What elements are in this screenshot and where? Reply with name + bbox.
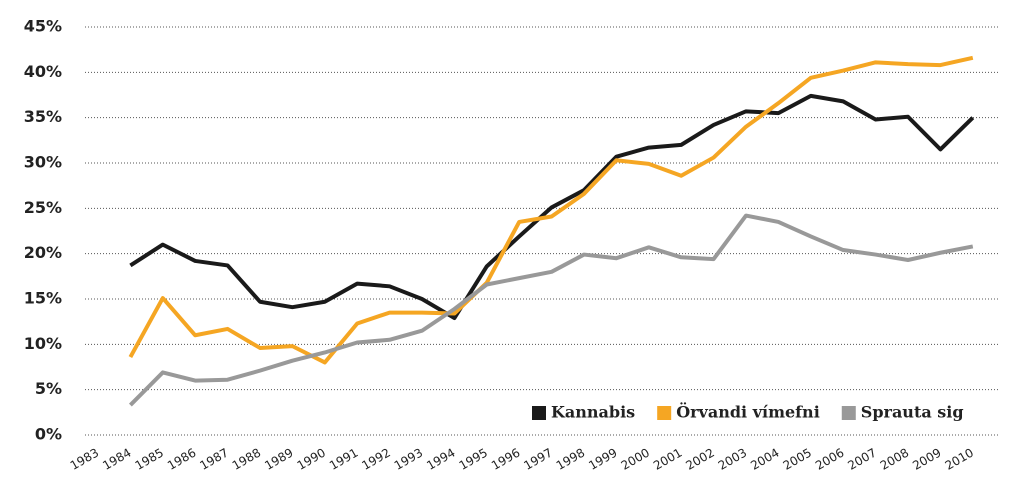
y-tick-label: 45% bbox=[24, 17, 62, 36]
legend-label: Kannabis bbox=[551, 403, 635, 422]
x-tick-label: 1989 bbox=[262, 446, 295, 473]
x-tick-label: 2010 bbox=[943, 446, 976, 473]
x-tick-label: 1984 bbox=[100, 446, 133, 473]
legend-label: Örvandi vímefni bbox=[676, 402, 820, 422]
x-tick-label: 1991 bbox=[327, 446, 360, 473]
legend-swatch bbox=[657, 406, 672, 420]
x-tick-label: 1985 bbox=[133, 446, 166, 473]
x-tick-label: 1996 bbox=[489, 446, 522, 473]
legend-swatch bbox=[532, 406, 546, 420]
x-tick-label: 2006 bbox=[813, 446, 846, 473]
line-series bbox=[128, 55, 974, 365]
x-tick-label: 2001 bbox=[651, 446, 684, 473]
line-series bbox=[128, 213, 974, 407]
x-tick-label: 1983 bbox=[68, 446, 101, 473]
legend-swatch bbox=[841, 406, 856, 420]
x-tick-label: 2003 bbox=[716, 446, 749, 473]
x-tick-label: 2007 bbox=[845, 446, 878, 473]
x-tick-label: 2005 bbox=[781, 446, 814, 473]
legend-label: Sprauta sig bbox=[861, 403, 964, 422]
y-tick-label: 15% bbox=[24, 289, 62, 308]
x-tick-label: 1992 bbox=[359, 446, 392, 473]
x-tick-label: 1988 bbox=[230, 446, 263, 473]
y-tick-label: 10% bbox=[24, 334, 62, 353]
x-tick-label: 1997 bbox=[521, 446, 554, 473]
x-tick-label: 1986 bbox=[165, 446, 198, 473]
x-tick-label: 1999 bbox=[586, 446, 619, 473]
x-tick-label: 1987 bbox=[197, 446, 230, 473]
y-tick-label: 35% bbox=[24, 107, 62, 126]
y-tick-label: 20% bbox=[24, 243, 62, 262]
x-tick-label: 2000 bbox=[619, 446, 652, 473]
y-tick-label: 0% bbox=[35, 425, 62, 444]
x-tick-label: 1994 bbox=[424, 446, 457, 473]
x-tick-label: 2009 bbox=[910, 446, 943, 473]
y-tick-label: 40% bbox=[24, 62, 62, 81]
x-tick-label: 2002 bbox=[683, 446, 716, 473]
x-tick-label: 1990 bbox=[295, 446, 328, 473]
x-tick-label: 1998 bbox=[554, 446, 587, 473]
y-tick-label: 5% bbox=[35, 379, 62, 398]
line-series bbox=[129, 93, 975, 321]
x-tick-label: 2004 bbox=[748, 446, 781, 473]
y-tick-label: 30% bbox=[24, 153, 62, 172]
x-tick-label: 2008 bbox=[878, 446, 911, 473]
x-tick-label: 1993 bbox=[392, 446, 425, 473]
y-tick-label: 25% bbox=[24, 198, 62, 217]
x-tick-label: 1995 bbox=[457, 446, 490, 473]
